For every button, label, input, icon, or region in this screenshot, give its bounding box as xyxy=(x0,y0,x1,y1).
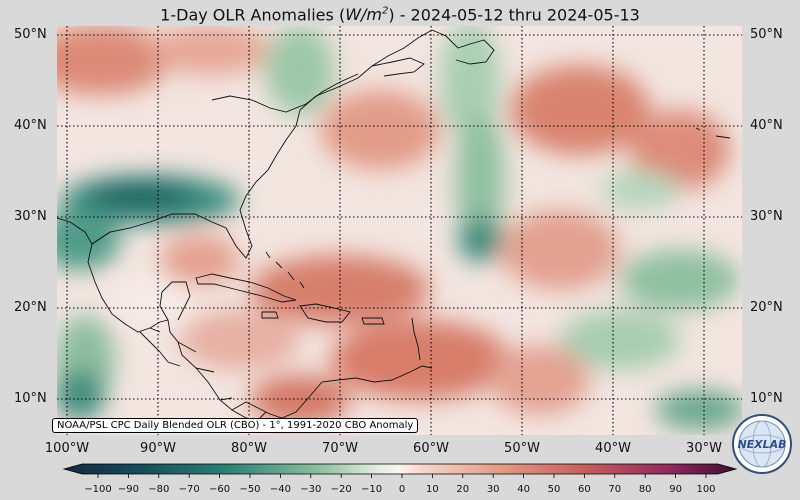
colorbar-bar xyxy=(62,463,738,475)
colorbar-tick-label: −60 xyxy=(209,484,231,495)
yucatan-coast xyxy=(159,281,191,321)
colorbar-tick-label: 70 xyxy=(608,484,622,495)
jamaica xyxy=(261,311,279,319)
lat-label-right-20: 20°N xyxy=(750,300,783,315)
lon-label-90w: 90°W xyxy=(140,441,176,456)
anomaly-field xyxy=(57,26,742,435)
colorbar-tick-label: −100 xyxy=(84,484,112,495)
colorbar-tick-label: 20 xyxy=(456,484,470,495)
lat-label-right-10: 10°N xyxy=(750,391,783,406)
colorbar-tick-label: −70 xyxy=(178,484,200,495)
lat-label-left-50: 50°N xyxy=(14,27,47,42)
lat-label-left-10: 10°N xyxy=(14,391,47,406)
lon-label-40w: 40°W xyxy=(595,441,631,456)
colorbar-tick-label: −50 xyxy=(239,484,261,495)
colorbar-tick-label: 0 xyxy=(398,484,406,495)
central-america-isthmus xyxy=(231,365,433,419)
nova-scotia xyxy=(371,57,425,77)
lat-label-right-30: 30°N xyxy=(750,209,783,224)
nexlab-globe-logo: NEXLAB xyxy=(732,414,792,474)
lon-label-30w: 30°W xyxy=(686,441,722,456)
lat-label-left-40: 40°N xyxy=(14,118,47,133)
colorbar-tick-label: 90 xyxy=(669,484,682,495)
colorbar-tick-label: 100 xyxy=(696,484,716,495)
colorbar-tick-label: −10 xyxy=(361,484,383,495)
colorbar-tick-label: −80 xyxy=(148,484,170,495)
colorbar-tick-label: 10 xyxy=(426,484,439,495)
great-lakes-border xyxy=(211,73,359,113)
data-source-note: NOAA/PSL CPC Daily Blended OLR (CBO) - 1… xyxy=(52,418,419,433)
colorbar-tick-label: 30 xyxy=(486,484,500,495)
colorbar-tick-label: −20 xyxy=(330,484,352,495)
hispaniola xyxy=(299,303,351,323)
lon-label-70w: 70°W xyxy=(322,441,358,456)
lon-label-100w: 100°W xyxy=(44,441,90,456)
lat-label-right-40: 40°N xyxy=(750,118,783,133)
lat-label-left-30: 30°N xyxy=(14,209,47,224)
lat-label-left-20: 20°N xyxy=(14,300,47,315)
colorbar-tick-label: −40 xyxy=(269,484,291,495)
colorbar-tick-label: 60 xyxy=(578,484,591,495)
graticule xyxy=(57,26,742,435)
colorbar-tick-label: 40 xyxy=(517,484,530,495)
logo-text: NEXLAB xyxy=(737,438,786,451)
newfoundland xyxy=(431,29,495,65)
mexico-us-border xyxy=(91,231,181,367)
bahamas xyxy=(265,251,305,289)
gulf-coast xyxy=(91,29,433,259)
cuba xyxy=(195,273,297,303)
colorbar-tick-label: −30 xyxy=(300,484,322,495)
puerto-rico xyxy=(361,317,385,325)
north-america-coast xyxy=(57,217,267,421)
central-america-borders xyxy=(149,327,233,401)
colorbar-tick-label: −90 xyxy=(117,484,139,495)
azores xyxy=(695,127,731,139)
map-title: 1-Day OLR Anomalies (W/m2) - 2024-05-12 … xyxy=(160,5,640,25)
coastlines xyxy=(57,29,731,421)
colorbar xyxy=(62,463,738,478)
colorbar-tick-label: 50 xyxy=(547,484,561,495)
lat-label-right-50: 50°N xyxy=(750,27,783,42)
colorbar-tick-label: 80 xyxy=(638,484,652,495)
lesser-antilles xyxy=(411,317,421,361)
lon-label-50w: 50°W xyxy=(504,441,540,456)
lon-label-80w: 80°W xyxy=(231,441,267,456)
lon-label-60w: 60°W xyxy=(413,441,449,456)
